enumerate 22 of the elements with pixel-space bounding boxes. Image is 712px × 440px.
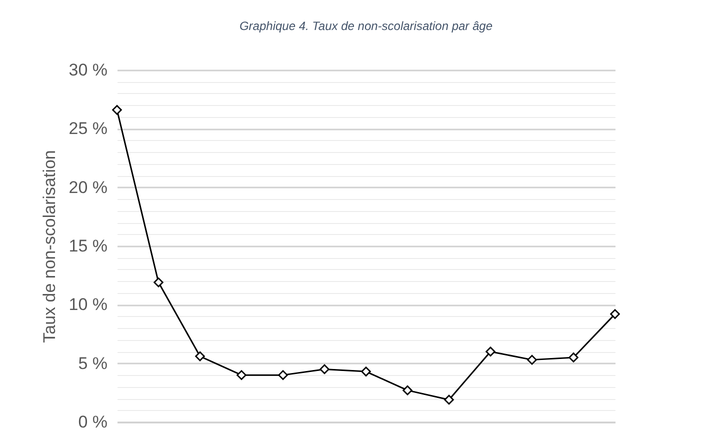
point [610,309,620,319]
point [568,352,578,362]
point [195,351,205,362]
point [527,354,537,365]
point [112,105,122,115]
y-tick-label: 30 % [68,60,108,80]
point [402,385,412,396]
point [278,370,288,380]
point [486,346,496,356]
y-tick-label: 10 % [68,295,108,314]
point [361,366,371,376]
point [154,277,164,288]
point [444,394,454,405]
y-tick-label: 15 % [68,236,108,256]
y-axis-title: Taux de non-scolarisation [40,150,59,343]
y-tick-label: 20 % [68,178,108,197]
point [320,364,330,374]
point [236,370,246,380]
chart-title: Graphique 4. Taux de non-scolarisation par âge [239,19,493,33]
y-tick-label: 0 % [78,412,108,432]
y-tick-label: 5 % [78,354,108,373]
y-tick-label: 25 % [68,119,108,138]
